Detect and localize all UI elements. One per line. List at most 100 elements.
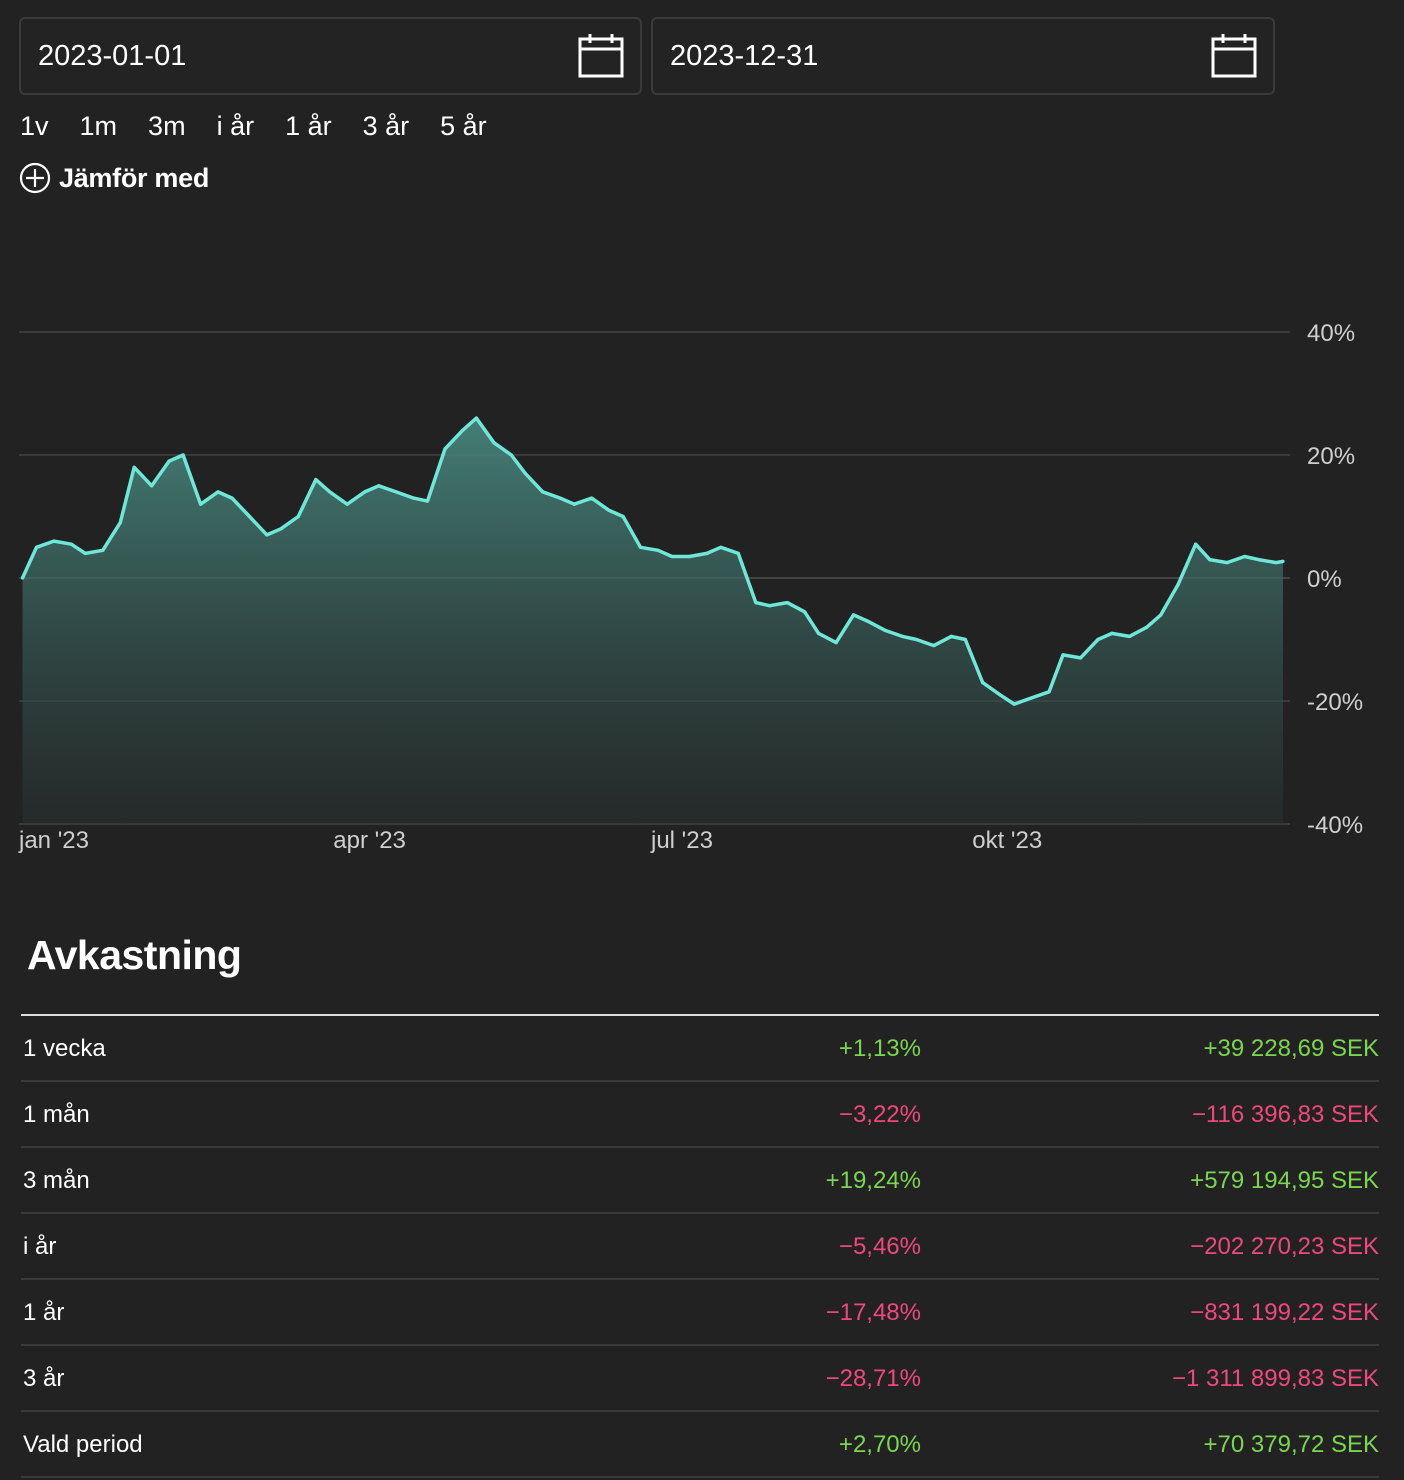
y-tick-label: -20% bbox=[1307, 689, 1363, 716]
row-label: 1 mån bbox=[23, 1101, 90, 1128]
period-button-1v[interactable]: 1v bbox=[20, 111, 49, 141]
data-point bbox=[803, 610, 807, 614]
row-amount: −1 311 899,83 SEK bbox=[1171, 1365, 1379, 1392]
data-point bbox=[492, 441, 496, 445]
data-point bbox=[834, 641, 838, 645]
data-point bbox=[981, 681, 985, 685]
data-point bbox=[199, 502, 203, 506]
data-point bbox=[1061, 653, 1065, 657]
compare-button[interactable]: Jämför med bbox=[19, 162, 209, 194]
period-button-3y[interactable]: 3 år bbox=[362, 111, 410, 141]
data-point bbox=[590, 496, 594, 500]
y-tick-label: 40% bbox=[1307, 320, 1355, 347]
row-percent: +1,13% bbox=[838, 1035, 921, 1062]
calendar-icon[interactable] bbox=[578, 33, 624, 79]
row-amount: +579 194,95 SEK bbox=[1190, 1167, 1379, 1194]
data-point bbox=[687, 554, 692, 559]
data-point bbox=[572, 502, 576, 506]
data-point bbox=[1257, 558, 1261, 562]
calendar-icon[interactable] bbox=[1211, 33, 1257, 79]
x-axis-labels: jan '23 apr '23 jul '23 okt '23 bbox=[18, 827, 1042, 854]
data-point bbox=[52, 539, 56, 543]
data-point bbox=[1225, 561, 1229, 565]
data-point bbox=[509, 453, 513, 457]
period-button-1m[interactable]: 1m bbox=[79, 111, 118, 141]
data-point bbox=[34, 545, 39, 549]
row-label: 1 vecka bbox=[23, 1035, 106, 1062]
data-point bbox=[817, 631, 821, 635]
row-label: 1 år bbox=[23, 1299, 65, 1326]
data-point bbox=[736, 551, 740, 555]
start-date-value: 2023-01-01 bbox=[38, 39, 187, 72]
row-amount: +70 379,72 SEK bbox=[1203, 1431, 1379, 1458]
data-point bbox=[621, 514, 625, 519]
y-tick-label: -40% bbox=[1307, 812, 1363, 839]
data-point bbox=[394, 490, 398, 494]
data-point bbox=[425, 499, 430, 503]
table-row: 1 år −17,48% −831 199,22 SEK bbox=[21, 1280, 1379, 1346]
data-point bbox=[638, 545, 643, 549]
data-point bbox=[1208, 558, 1212, 562]
data-point bbox=[118, 521, 122, 525]
row-amount: −831 199,22 SEK bbox=[1190, 1299, 1379, 1326]
data-point bbox=[1145, 625, 1149, 629]
data-point bbox=[1012, 702, 1016, 706]
data-point bbox=[1110, 631, 1114, 635]
data-point bbox=[883, 628, 887, 632]
data-point bbox=[1274, 561, 1278, 565]
data-point bbox=[963, 637, 967, 642]
data-point bbox=[1030, 696, 1034, 700]
start-date-field[interactable]: 2023-01-01 bbox=[19, 17, 642, 95]
data-point bbox=[900, 634, 905, 638]
data-point bbox=[230, 496, 234, 500]
data-point bbox=[69, 542, 73, 546]
data-point bbox=[474, 416, 478, 420]
end-date-value: 2023-12-31 bbox=[670, 39, 819, 72]
data-point bbox=[670, 554, 674, 559]
data-point bbox=[1243, 554, 1247, 559]
x-tick-label: jan '23 bbox=[18, 827, 89, 854]
period-button-ytd[interactable]: i år bbox=[216, 111, 255, 141]
data-point bbox=[328, 490, 332, 494]
row-percent: −17,48% bbox=[825, 1299, 921, 1326]
y-axis-labels: 40% 20% 0% -20% -40% bbox=[1307, 320, 1363, 839]
x-tick-label: okt '23 bbox=[972, 827, 1042, 854]
data-point bbox=[754, 601, 758, 605]
data-point bbox=[768, 604, 772, 608]
data-point bbox=[1078, 656, 1083, 660]
x-tick-label: apr '23 bbox=[333, 827, 406, 854]
period-button-5y[interactable]: 5 år bbox=[440, 111, 487, 141]
plus-circle-icon bbox=[19, 162, 51, 194]
row-label: Vald period bbox=[23, 1431, 143, 1458]
data-point bbox=[314, 478, 318, 482]
y-tick-label: 20% bbox=[1307, 443, 1355, 470]
data-point bbox=[949, 634, 953, 638]
data-point bbox=[345, 502, 349, 506]
data-point bbox=[1047, 690, 1051, 694]
data-point bbox=[851, 613, 856, 617]
data-point bbox=[1159, 613, 1163, 617]
data-point bbox=[20, 576, 25, 580]
data-point bbox=[865, 619, 870, 623]
period-selector: 1v 1m 3m i år 1 år 3 år 5 år bbox=[20, 108, 518, 144]
data-point bbox=[247, 514, 252, 519]
data-point bbox=[932, 644, 936, 648]
row-label: 3 mån bbox=[23, 1167, 90, 1194]
data-point bbox=[377, 484, 381, 488]
table-row: Vald period +2,70% +70 379,72 SEK bbox=[21, 1412, 1379, 1478]
data-point bbox=[1096, 637, 1100, 642]
row-percent: −28,71% bbox=[825, 1365, 921, 1392]
row-percent: +2,70% bbox=[838, 1431, 921, 1458]
row-percent: −5,46% bbox=[838, 1233, 921, 1260]
end-date-field[interactable]: 2023-12-31 bbox=[651, 17, 1275, 95]
period-button-3m[interactable]: 3m bbox=[148, 111, 186, 141]
table-row: 1 vecka +1,13% +39 228,69 SEK bbox=[21, 1016, 1379, 1082]
data-point bbox=[150, 484, 154, 488]
period-button-1y[interactable]: 1 år bbox=[285, 111, 332, 141]
data-point bbox=[265, 533, 269, 537]
row-label: 3 år bbox=[23, 1365, 65, 1392]
data-point bbox=[460, 428, 465, 432]
data-point bbox=[1127, 634, 1131, 638]
row-amount: −116 396,83 SEK bbox=[1191, 1101, 1379, 1128]
data-point bbox=[998, 693, 1002, 697]
